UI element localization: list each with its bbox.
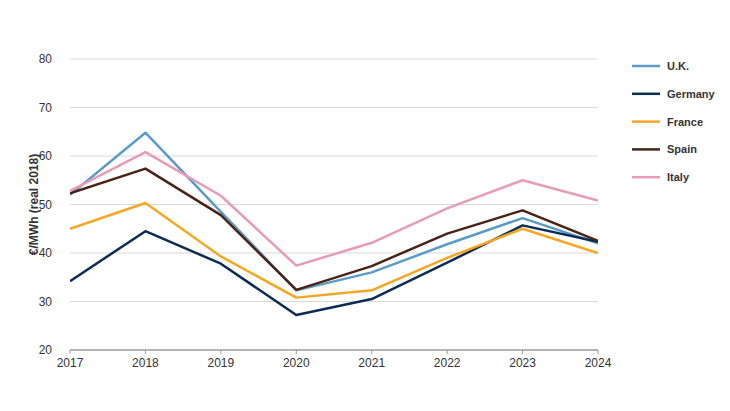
x-tick	[296, 350, 297, 354]
x-tick-label: 2021	[358, 356, 385, 370]
legend-key	[632, 120, 660, 123]
grid-line	[70, 301, 598, 302]
x-tick	[145, 350, 146, 354]
grid-line	[70, 107, 598, 108]
legend-key	[632, 148, 660, 151]
grid-line	[70, 59, 598, 60]
x-tick-label: 2018	[132, 356, 159, 370]
x-tick-label: 2024	[585, 356, 612, 370]
x-axis	[70, 350, 598, 351]
y-tick-label: 20	[39, 343, 53, 357]
y-tick-label: 70	[39, 101, 53, 115]
x-tick	[598, 350, 599, 354]
x-tick-label: 2019	[208, 356, 235, 370]
legend-label: Germany	[667, 88, 716, 100]
legend-key	[632, 65, 660, 68]
y-tick-label: 30	[39, 295, 53, 309]
series-line	[70, 169, 598, 290]
y-axis-label: €/MWh (real 2018)	[27, 154, 41, 255]
legend-label: U.K.	[667, 60, 689, 72]
legend-label: Italy	[667, 171, 690, 183]
series-line	[70, 225, 598, 315]
legend-key	[632, 93, 660, 96]
plot-lines	[70, 133, 598, 315]
legend-label: Spain	[667, 143, 697, 155]
x-tick	[220, 350, 221, 354]
grid-line	[70, 350, 598, 351]
chart: 2030405060708020172018201920202021202220…	[0, 0, 730, 411]
x-tick-label: 2020	[283, 356, 310, 370]
legend-label: France	[667, 116, 703, 128]
x-tick	[70, 350, 71, 354]
x-tick	[447, 350, 448, 354]
x-tick	[522, 350, 523, 354]
x-tick	[371, 350, 372, 354]
series-line	[70, 152, 598, 265]
legend-key	[632, 176, 660, 179]
x-tick-label: 2022	[434, 356, 461, 370]
x-tick-label: 2023	[509, 356, 536, 370]
x-tick-label: 2017	[57, 356, 84, 370]
series-line	[70, 203, 598, 298]
y-tick-label: 80	[39, 52, 53, 66]
series-line	[70, 133, 598, 291]
